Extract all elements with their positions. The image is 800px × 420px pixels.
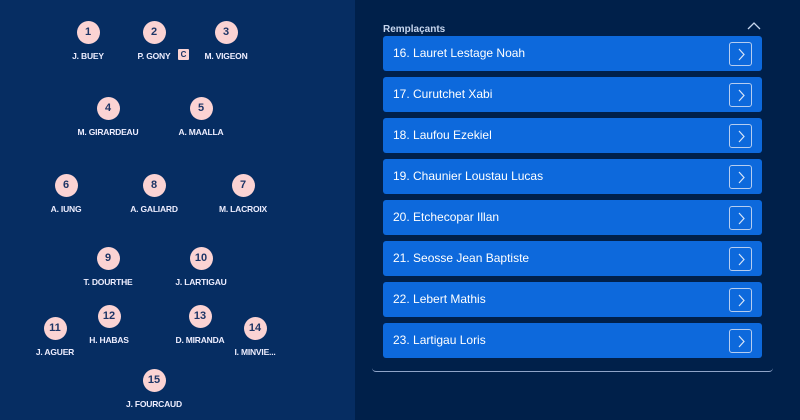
player-number[interactable]: 6 [54,174,78,197]
chevron-right-icon [738,48,745,61]
substitute-name: 21. Seosse Jean Baptiste [393,251,530,265]
player-number[interactable]: 10 [189,247,213,270]
open-player-button[interactable] [729,42,752,66]
player[interactable]: 14 I. MINVIE... [195,317,315,360]
player[interactable]: 10 J. LARTIGAU [141,247,261,290]
player[interactable]: 3 M. VIGEON [166,21,286,64]
substitute-name: 20. Etchecopar Illan [393,210,500,224]
player[interactable]: 1 J. BUEY [28,21,148,64]
substitute-name: 17. Curutchet Xabi [393,87,493,101]
player-number[interactable]: 7 [231,174,255,197]
player-number[interactable]: 3 [214,21,238,44]
substitutes-panel: Remplaçants 16. Lauret Lestage Noah 17. C… [372,18,773,372]
chevron-right-icon [738,294,745,307]
player-number[interactable]: 12 [97,305,121,328]
substitute-row[interactable]: 18. Laufou Ezekiel [383,118,762,153]
player[interactable]: 13 D. MIRANDA [140,305,260,348]
player-number[interactable]: 13 [188,305,212,328]
player-name: M. VIGEON [204,51,248,61]
substitute-row[interactable]: 20. Etchecopar Illan [383,200,762,235]
player-number[interactable]: 5 [189,97,213,120]
chevron-right-icon [738,335,745,348]
substitute-row[interactable]: 22. Lebert Mathis [383,282,762,317]
open-player-button[interactable] [729,329,752,353]
player-number[interactable]: 14 [243,317,267,340]
chevron-right-icon [738,130,745,143]
player[interactable]: 12 H. HABAS [49,305,169,348]
player-number[interactable]: 11 [43,317,67,340]
player[interactable]: 9 T. DOURTHE [48,247,168,290]
player-name: A. MAALLA [178,127,224,137]
player-number[interactable]: 2 [142,21,166,44]
substitute-name: 18. Laufou Ezekiel [393,128,492,142]
player-name: A. GALIARD [130,204,178,214]
player-name: P. GONY [137,51,171,61]
player-number[interactable]: 4 [96,97,120,120]
substitute-row[interactable]: 23. Lartigau Loris [383,323,762,358]
player-name: J. LARTIGAU [175,277,227,287]
player-name: H. HABAS [89,335,129,345]
player-number[interactable]: 8 [142,174,166,197]
player-name: A. IUNG [50,204,82,214]
open-player-button[interactable] [729,165,752,189]
open-player-button[interactable] [729,83,752,107]
player[interactable]: 6 A. IUNG [6,174,126,217]
substitute-row[interactable]: 16. Lauret Lestage Noah [383,36,762,71]
open-player-button[interactable] [729,247,752,271]
player-name: J. FOURCAUD [126,399,182,409]
player-name: M. GIRARDEAU [77,127,139,137]
substitute-name: 16. Lauret Lestage Noah [393,46,526,60]
player-name: M. LACROIX [218,204,268,214]
player[interactable]: 5 A. MAALLA [141,97,261,140]
player[interactable]: 7 M. LACROIX [183,174,303,217]
chevron-right-icon [738,212,745,225]
player-name: D. MIRANDA [175,335,225,345]
player-number[interactable]: 9 [96,247,120,270]
player[interactable]: 4 M. GIRARDEAU [48,97,168,140]
substitute-row[interactable]: 17. Curutchet Xabi [383,77,762,112]
substitutes-title: Remplaçants [383,24,446,35]
captain-badge: C [178,49,189,60]
chevron-right-icon [738,253,745,266]
player[interactable]: 2 P. GONY C [94,21,214,64]
player-name: J. BUEY [72,51,104,61]
player-number[interactable]: 15 [142,369,166,392]
open-player-button[interactable] [729,124,752,148]
chevron-right-icon [738,171,745,184]
chevron-up-icon[interactable] [747,21,761,31]
player[interactable]: 8 A. GALIARD [94,174,214,217]
substitute-row[interactable]: 21. Seosse Jean Baptiste [383,241,762,276]
substitute-name: 22. Lebert Mathis [393,292,486,306]
substitute-name: 23. Lartigau Loris [393,333,486,347]
player-name: I. MINVIE... [234,347,276,357]
open-player-button[interactable] [729,206,752,230]
player-name: J. AGUER [35,347,75,357]
player-number[interactable]: 1 [76,21,100,44]
open-player-button[interactable] [729,288,752,312]
chevron-right-icon [738,89,745,102]
player[interactable]: 15 J. FOURCAUD [94,369,214,412]
lineup-pitch: 1 J. BUEY 2 P. GONY C 3 M. VIGEON 4 M. GIRARDEAU… [0,0,355,420]
player[interactable]: 11 J. AGUER [0,317,115,360]
player-name: T. DOURTHE [83,277,133,287]
substitute-name: 19. Chaunier Loustau Lucas [393,169,544,183]
substitute-row[interactable]: 19. Chaunier Loustau Lucas [383,159,762,194]
